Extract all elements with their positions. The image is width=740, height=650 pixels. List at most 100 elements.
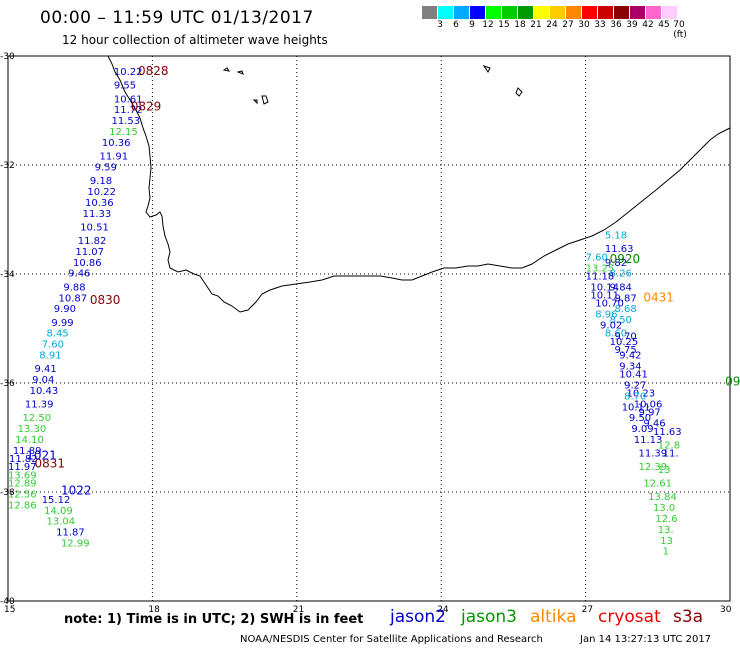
wave-height-value: 9.84	[610, 282, 632, 293]
wave-height-value: 12.50	[22, 413, 51, 424]
wave-height-value: 9.97	[639, 408, 661, 419]
island	[222, 67, 231, 72]
time-marker: 1022	[61, 484, 92, 498]
wave-height-value: 5.18	[605, 231, 627, 242]
wave-height-value: 9.09	[631, 424, 653, 435]
lon-tick-label: 30	[720, 605, 732, 615]
wave-height-value: 8.60	[605, 329, 627, 340]
wave-height-value: 8.96	[595, 310, 617, 321]
wave-height-value: 12.99	[61, 539, 90, 550]
wave-height-value: 9.87	[614, 293, 636, 304]
wave-height-value: 13	[660, 536, 673, 547]
legend-swatch	[582, 6, 598, 19]
wave-height-value: 8.50	[610, 315, 632, 326]
wave-height-value: 10.14	[590, 282, 619, 293]
wave-height-value: 12.86	[8, 500, 37, 511]
wave-height-value: 11.91	[99, 152, 128, 163]
island	[515, 87, 523, 97]
wave-height-value: 9.46	[68, 269, 90, 280]
wave-height-value: 11.72	[114, 105, 143, 116]
wave-height-value: 11.63	[653, 427, 682, 438]
lon-tick-label: 15	[4, 605, 15, 615]
wave-height-value: 9.59	[95, 162, 117, 173]
legend-label: 21	[530, 20, 542, 30]
legend-swatches	[422, 6, 678, 19]
legend-swatch	[438, 6, 454, 19]
wave-height-value: 11.63	[605, 244, 634, 255]
wave-height-value: 13.84	[648, 492, 677, 503]
wave-height-value: 11.39	[25, 400, 54, 411]
wave-height-value: 12.15	[109, 127, 138, 138]
lat-tick-label: -30	[0, 52, 15, 62]
wave-height-value: 10.11	[622, 402, 651, 413]
wave-height-value: 9.34	[619, 361, 641, 372]
wave-height-value: 8.70	[624, 391, 646, 402]
wave-height-value: 12.89	[8, 479, 37, 490]
island	[482, 65, 491, 73]
legend-swatch	[486, 6, 502, 19]
legend-swatch	[566, 6, 582, 19]
legend-swatch	[550, 6, 566, 19]
wave-height-value: 13.	[658, 525, 674, 536]
satellite-legend-item: altika	[530, 607, 577, 627]
wave-height-value: 12.56	[8, 489, 37, 500]
legend-swatch	[518, 6, 534, 19]
legend-label: 9	[469, 20, 475, 30]
wave-height-value: 10.61	[114, 94, 143, 105]
legend-swatch	[614, 6, 630, 19]
wave-height-value: 10.22	[114, 67, 143, 78]
legend-swatch	[502, 6, 518, 19]
wave-height-value: 11.07	[75, 247, 104, 258]
legend-swatch	[454, 6, 470, 19]
legend-label: 30	[578, 20, 590, 30]
satellite-legend-item: s3a	[673, 607, 704, 627]
island	[236, 70, 244, 75]
legend-swatch	[598, 6, 614, 19]
wave-height-value: 11.18	[586, 271, 615, 282]
time-marker: 0828	[138, 64, 169, 78]
lat-tick-label: -34	[0, 270, 15, 280]
map-title: 00:00 – 11:59 UTC 01/13/2017	[40, 8, 314, 28]
wave-height-value: 9.90	[54, 304, 76, 315]
wave-height-value: 9.42	[619, 350, 641, 361]
wave-height-value: 11.89	[13, 446, 42, 457]
satellite-legend-item: jason2	[390, 607, 446, 627]
legend-swatch	[630, 6, 646, 19]
lon-tick-label: 18	[148, 605, 160, 615]
wave-height-value: 9.18	[90, 176, 112, 187]
legend-label: 15	[498, 20, 510, 30]
wave-height-value: 11.82	[9, 454, 38, 465]
wave-height-labels: 10.229.5510.6111.7211.5312.1510.3611.919…	[8, 67, 682, 558]
wave-height-value: 10.70	[595, 299, 624, 310]
wave-height-value: 9.46	[643, 419, 665, 430]
credit-line: NOAA/NESDIS Center for Satellite Applica…	[240, 634, 543, 645]
wave-height-value: 7.60	[586, 252, 608, 263]
wave-height-value: 9.02	[600, 321, 622, 332]
legend-label: 12	[482, 20, 494, 30]
wave-height-value: 12.61	[643, 479, 672, 490]
map-subtitle: 12 hour collection of altimeter wave hei…	[62, 33, 328, 47]
satellite-legend-item: jason3	[461, 607, 517, 627]
legend-label: 42	[642, 20, 654, 30]
coastline	[107, 55, 731, 313]
legend-label: 70 (ft)	[673, 20, 687, 40]
wave-height-value: 9.99	[51, 318, 73, 329]
map-frame	[7, 55, 731, 602]
time-marker: 1021	[26, 448, 57, 462]
color-legend: 3 6 9 12 15 18 21 24 27 30 33 36 39 42 45 70 (ft)	[422, 6, 687, 40]
wave-height-value: 10.36	[85, 198, 114, 209]
wave-height-value: 7.60	[42, 340, 64, 351]
wave-height-value: 13.0	[653, 503, 675, 514]
wave-height-value: 10.23	[627, 389, 656, 400]
legend-swatch	[662, 6, 678, 19]
legend-label: 33	[594, 20, 606, 30]
wave-height-value: 10.22	[87, 187, 116, 198]
wave-height-value: 12.39	[639, 462, 668, 473]
legend-swatch	[422, 6, 438, 19]
time-marker: 0830	[90, 293, 121, 307]
wave-height-value: 10.86	[73, 258, 102, 269]
wave-height-value: 10.36	[102, 138, 131, 149]
wave-height-value: 13.04	[47, 517, 76, 528]
